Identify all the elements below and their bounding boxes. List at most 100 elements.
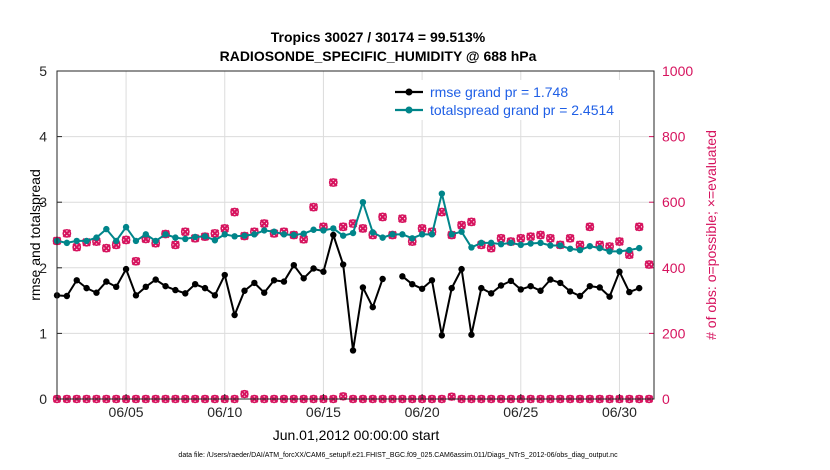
rmse-point bbox=[349, 347, 357, 354]
rmse-point bbox=[83, 284, 90, 292]
totalspread-point bbox=[132, 237, 140, 245]
totalspread-point bbox=[606, 248, 613, 255]
obs-evaluated-marker bbox=[338, 222, 348, 232]
totalspread-point bbox=[635, 244, 643, 252]
rmse-point bbox=[418, 285, 426, 292]
obs-evaluated-marker bbox=[259, 219, 269, 228]
totalspread-point bbox=[261, 227, 268, 234]
obs-evaluated-marker bbox=[634, 222, 644, 232]
rmse-point bbox=[142, 283, 150, 291]
totalspread-point bbox=[487, 239, 495, 247]
totalspread-point bbox=[458, 228, 465, 235]
obs-evaluated-marker bbox=[210, 229, 220, 238]
rmse-point bbox=[448, 284, 455, 292]
rmse-point bbox=[458, 265, 465, 273]
obs-evaluated-marker bbox=[575, 240, 585, 250]
obs-evaluated-marker bbox=[299, 234, 308, 244]
rmse-point bbox=[221, 271, 228, 279]
obs-evaluated-marker bbox=[329, 178, 338, 187]
totalspread-point bbox=[330, 225, 337, 232]
spread-series bbox=[53, 190, 643, 255]
rmse-point bbox=[596, 284, 603, 291]
obs-evaluated-marker bbox=[181, 227, 190, 236]
rmse-line bbox=[56, 234, 384, 352]
rmse-point bbox=[497, 282, 505, 289]
y-tick-label: 2 bbox=[39, 260, 47, 276]
rmse-point bbox=[606, 293, 613, 300]
totalspread-point bbox=[527, 240, 534, 247]
totalspread-point bbox=[231, 233, 238, 240]
totalspread-point bbox=[448, 231, 455, 238]
rmse-point bbox=[527, 282, 534, 290]
rmse-point bbox=[201, 284, 209, 292]
rmse-point bbox=[241, 287, 248, 294]
rmse-point bbox=[330, 231, 337, 239]
obs-evaluated-marker bbox=[496, 234, 506, 243]
obs-zero-marker bbox=[338, 392, 348, 401]
rmse-point bbox=[280, 278, 288, 285]
totalspread-point bbox=[83, 237, 90, 245]
y2-axis-label: # of obs: o=possible; ×=evaluated bbox=[703, 130, 719, 340]
rmse-point bbox=[399, 273, 406, 280]
rmse-point bbox=[626, 288, 633, 296]
obs-zero-cross bbox=[240, 390, 249, 399]
plot-frame bbox=[56, 70, 655, 400]
rmse-point bbox=[113, 283, 120, 291]
totalspread-point bbox=[389, 231, 396, 238]
rmse-point bbox=[191, 281, 199, 288]
x-tick-label: 06/30 bbox=[602, 404, 637, 420]
rmse-point bbox=[487, 290, 495, 297]
obs-evaluated-marker bbox=[62, 229, 72, 238]
legend-spread-label: totalspread grand pr = 2.4514 bbox=[430, 102, 614, 118]
totalspread-point bbox=[596, 244, 603, 252]
y2-tick-label: 800 bbox=[662, 129, 686, 145]
y2-tick-label: 1000 bbox=[662, 63, 693, 79]
rmse-point bbox=[468, 331, 475, 338]
rmse-point bbox=[172, 286, 179, 294]
obs-evaluated-marker bbox=[309, 202, 318, 212]
obs-evaluated-marker bbox=[467, 217, 476, 227]
x-tick-label: 06/25 bbox=[503, 404, 538, 420]
obs-evaluated-marker bbox=[486, 243, 496, 253]
totalspread-point bbox=[172, 234, 179, 241]
legend-rmse-label: rmse grand pr = 1.748 bbox=[430, 84, 568, 100]
x-tick-label: 06/10 bbox=[207, 404, 242, 420]
obs-evaluated-marker bbox=[220, 224, 230, 233]
obs-evaluated-marker bbox=[585, 222, 595, 232]
rmse-point bbox=[438, 332, 446, 339]
obs-evaluated-marker bbox=[625, 250, 634, 259]
obs-evaluated-marker bbox=[358, 224, 368, 233]
totalspread-point bbox=[379, 234, 386, 241]
rmse-point bbox=[586, 282, 594, 290]
obs-possible-marker bbox=[536, 230, 545, 240]
rmse-point bbox=[616, 268, 623, 275]
rmse-point bbox=[93, 289, 100, 296]
rmse-point bbox=[182, 290, 189, 297]
totalspread-point bbox=[547, 242, 554, 249]
obs-possible-marker bbox=[230, 207, 240, 217]
rmse-point bbox=[320, 268, 327, 275]
obs-possible-marker bbox=[121, 235, 131, 245]
y2-tick-label: 400 bbox=[662, 260, 686, 276]
rmse-point bbox=[211, 292, 219, 299]
obs-zero-marker bbox=[240, 389, 249, 399]
totalspread-point bbox=[566, 245, 574, 252]
obs-evaluated-marker bbox=[102, 243, 111, 253]
y2-tick-label: 0 bbox=[662, 391, 670, 407]
totalspread-point bbox=[320, 227, 327, 234]
totalspread-point bbox=[103, 225, 110, 233]
obs-possible-marker bbox=[171, 240, 180, 250]
obs-evaluated-marker bbox=[565, 234, 575, 243]
totalspread-point bbox=[191, 233, 199, 241]
totalspread-point bbox=[576, 246, 584, 254]
rmse-point bbox=[428, 277, 436, 284]
rmse-point bbox=[270, 277, 278, 284]
totalspread-point bbox=[557, 242, 564, 249]
obs-evaluated-marker bbox=[644, 260, 654, 269]
totalspread-point bbox=[507, 239, 515, 247]
totalspread-point bbox=[300, 230, 307, 237]
totalspread-point bbox=[182, 235, 189, 243]
y-tick-label: 4 bbox=[39, 129, 47, 145]
totalspread-point bbox=[162, 231, 169, 238]
x-axis-label: Jun.01,2012 00:00:00 start bbox=[273, 427, 440, 443]
